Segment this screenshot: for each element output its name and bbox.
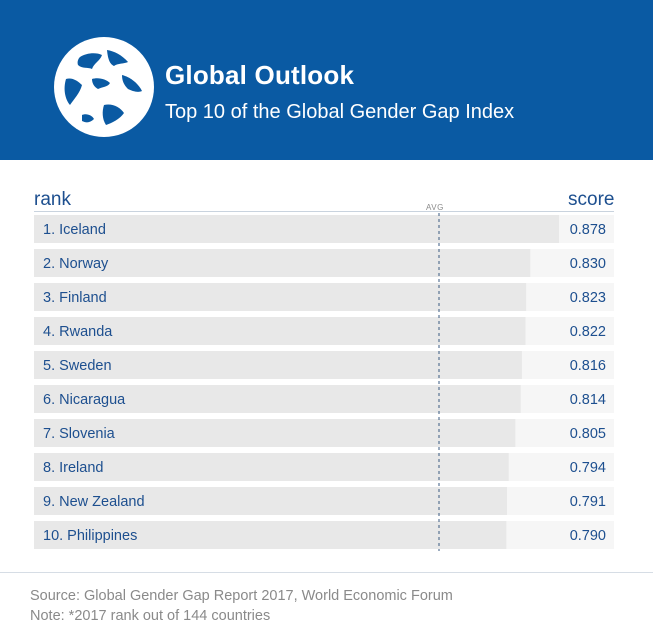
category-label: 3. Finland bbox=[43, 290, 107, 306]
footer-divider bbox=[0, 572, 653, 573]
source-note: Source: Global Gender Gap Report 2017, W… bbox=[30, 588, 453, 604]
bar bbox=[34, 215, 559, 243]
category-label: 4. Rwanda bbox=[43, 324, 113, 340]
bar bbox=[34, 317, 526, 345]
value-label: 0.830 bbox=[570, 256, 606, 272]
score-column-header: score bbox=[568, 189, 615, 210]
category-label: 2. Norway bbox=[43, 256, 109, 272]
bar bbox=[34, 419, 516, 447]
value-label: 0.823 bbox=[570, 290, 606, 306]
bar bbox=[34, 521, 507, 549]
header-banner: Global Outlook Top 10 of the Global Gend… bbox=[0, 0, 653, 160]
value-label: 0.791 bbox=[570, 494, 606, 510]
bar bbox=[34, 351, 522, 379]
value-label: 0.878 bbox=[570, 222, 606, 238]
header-divider bbox=[34, 211, 614, 212]
value-label: 0.805 bbox=[570, 426, 606, 442]
bar bbox=[34, 283, 527, 311]
category-label: 9. New Zealand bbox=[43, 494, 145, 510]
avg-label: AVG bbox=[426, 203, 444, 212]
category-label: 7. Slovenia bbox=[43, 426, 116, 442]
bar bbox=[34, 385, 521, 413]
value-label: 0.822 bbox=[570, 324, 606, 340]
category-label: 6. Nicaragua bbox=[43, 392, 126, 408]
footnote: Note: *2017 rank out of 144 countries bbox=[30, 608, 271, 624]
value-label: 0.814 bbox=[570, 392, 606, 408]
value-label: 0.816 bbox=[570, 358, 606, 374]
value-label: 0.794 bbox=[570, 460, 606, 476]
page-title: Global Outlook bbox=[165, 60, 355, 90]
page-subtitle: Top 10 of the Global Gender Gap Index bbox=[165, 101, 515, 123]
value-label: 0.790 bbox=[570, 528, 606, 544]
rank-column-header: rank bbox=[34, 189, 71, 210]
bar bbox=[34, 487, 507, 515]
bar bbox=[34, 453, 509, 481]
category-label: 1. Iceland bbox=[43, 222, 106, 238]
globe-icon bbox=[54, 37, 154, 137]
category-label: 8. Ireland bbox=[43, 460, 103, 476]
category-label: 10. Philippines bbox=[43, 528, 137, 544]
bar bbox=[34, 249, 531, 277]
category-label: 5. Sweden bbox=[43, 358, 112, 374]
